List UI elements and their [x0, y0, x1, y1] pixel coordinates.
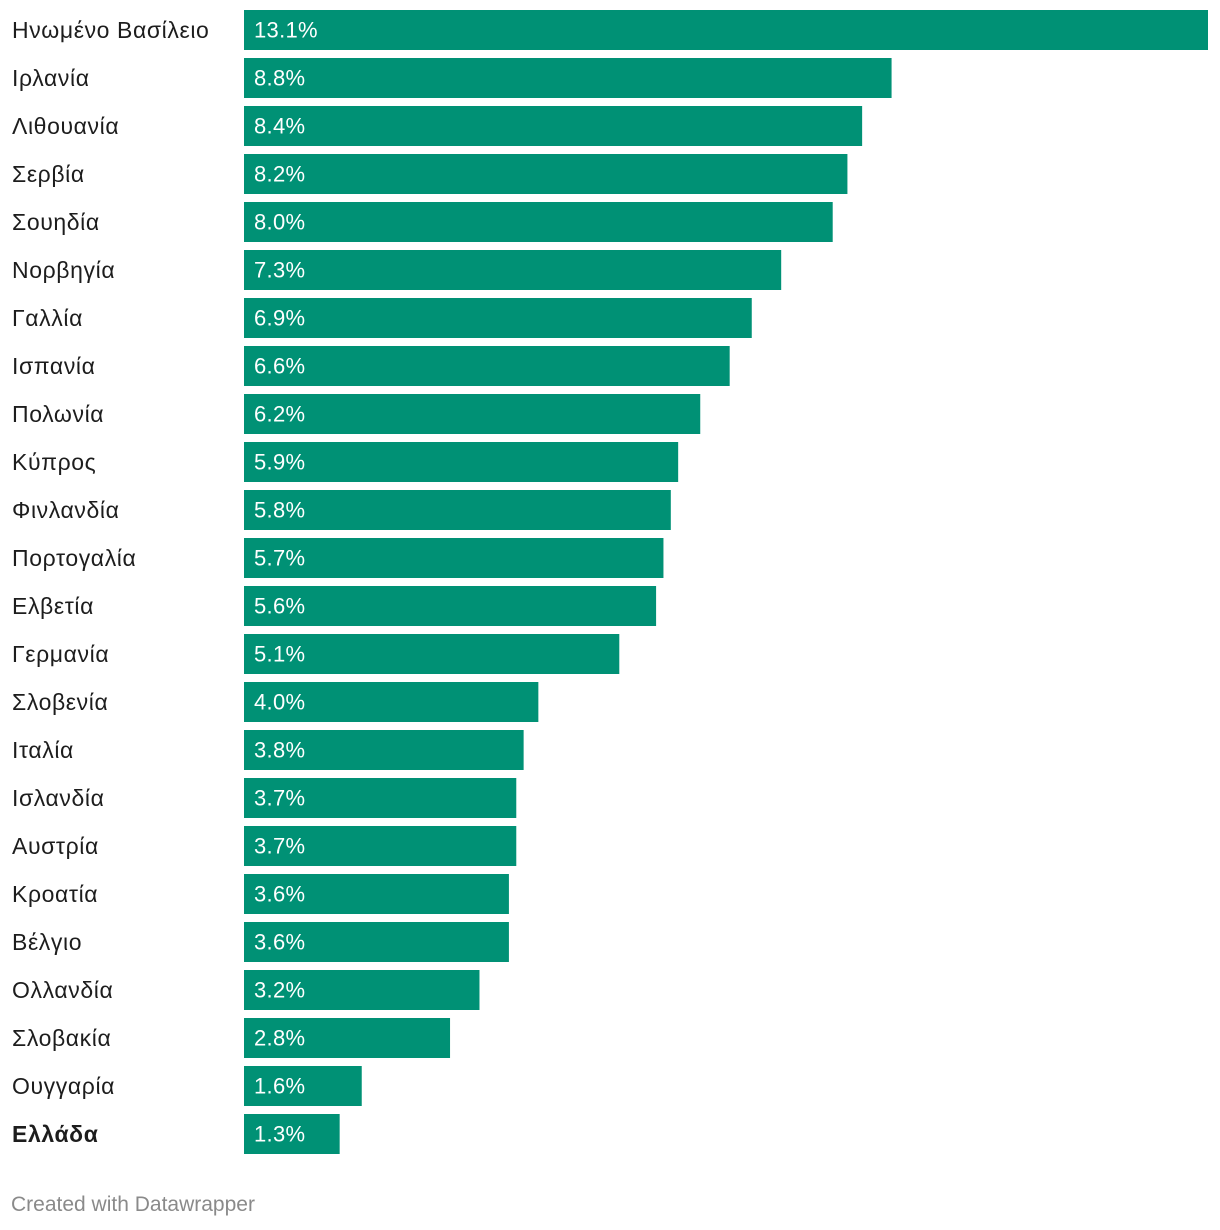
- bar-row: Ισλανδία 3.7%: [12, 778, 517, 818]
- bar: [244, 346, 730, 386]
- category-label: Ελλάδα: [12, 1121, 98, 1147]
- value-label: 5.6%: [254, 594, 305, 619]
- bar-row: Σλοβακία 2.8%: [12, 1018, 451, 1058]
- bar-row: Ηνωμένο Βασίλειο 13.1%: [12, 10, 1208, 50]
- category-label: Λιθουανία: [12, 113, 119, 139]
- bar: [244, 106, 863, 146]
- bar: [244, 922, 509, 962]
- value-label: 4.0%: [254, 690, 305, 715]
- value-label: 2.8%: [254, 1026, 305, 1051]
- bar: [244, 778, 517, 818]
- value-label: 5.9%: [254, 450, 305, 475]
- bar-row: Λιθουανία 8.4%: [12, 106, 863, 146]
- bar-row: Σουηδία 8.0%: [12, 202, 833, 242]
- category-label: Ηνωμένο Βασίλειο: [12, 17, 209, 43]
- value-label: 1.6%: [254, 1074, 305, 1099]
- value-label: 1.3%: [254, 1122, 305, 1147]
- category-label: Ολλανδία: [12, 977, 113, 1003]
- category-label: Γαλλία: [12, 305, 83, 331]
- bar: [244, 58, 892, 98]
- bar-row: Ιρλανία 8.8%: [12, 58, 892, 98]
- bar: [244, 586, 657, 626]
- value-label: 8.4%: [254, 114, 305, 139]
- value-label: 3.7%: [254, 786, 305, 811]
- bar: [244, 682, 539, 722]
- bar-row: Ελβετία 5.6%: [12, 586, 657, 626]
- category-label: Βέλγιο: [12, 929, 82, 955]
- value-label: 6.6%: [254, 354, 305, 379]
- category-label: Κροατία: [12, 881, 98, 907]
- bar-row: Ελλάδα 1.3%: [12, 1114, 340, 1154]
- value-label: 3.6%: [254, 930, 305, 955]
- value-label: 6.9%: [254, 306, 305, 331]
- category-label: Ουγγαρία: [12, 1073, 115, 1099]
- bar: [244, 874, 509, 914]
- bar-row: Αυστρία 3.7%: [12, 826, 517, 866]
- bar: [244, 826, 517, 866]
- category-label: Σερβία: [12, 161, 85, 187]
- value-label: 3.8%: [254, 738, 305, 763]
- category-label: Πορτογαλία: [12, 545, 136, 571]
- value-label: 8.8%: [254, 66, 305, 91]
- bar: [244, 298, 752, 338]
- value-label: 13.1%: [254, 18, 318, 43]
- bar: [244, 538, 664, 578]
- bar-row: Ισπανία 6.6%: [12, 346, 730, 386]
- category-label: Ελβετία: [12, 593, 94, 619]
- value-label: 3.6%: [254, 882, 305, 907]
- value-label: 3.7%: [254, 834, 305, 859]
- bar: [244, 1066, 362, 1106]
- value-label: 7.3%: [254, 258, 305, 283]
- bar-row: Κροατία 3.6%: [12, 874, 509, 914]
- category-label: Σλοβακία: [12, 1025, 111, 1051]
- category-label: Ιταλία: [12, 737, 74, 763]
- category-label: Ισπανία: [12, 353, 96, 379]
- category-label: Κύπρος: [12, 449, 96, 475]
- bar: [244, 10, 1208, 50]
- bar: [244, 1018, 451, 1058]
- bar: [244, 634, 620, 674]
- bar-row: Ολλανδία 3.2%: [12, 970, 480, 1010]
- credit-text: Created with Datawrapper: [11, 1193, 255, 1216]
- category-label: Νορβηγία: [12, 257, 115, 283]
- bar-row: Πολωνία 6.2%: [12, 394, 701, 434]
- bar-row: Νορβηγία 7.3%: [12, 250, 782, 290]
- category-label: Γερμανία: [12, 641, 109, 667]
- bar-row: Σερβία 8.2%: [12, 154, 848, 194]
- value-label: 3.2%: [254, 978, 305, 1003]
- bar: [244, 1114, 340, 1154]
- bar-row: Σλοβενία 4.0%: [12, 682, 539, 722]
- bar-row: Φινλανδία 5.8%: [12, 490, 671, 530]
- category-label: Σλοβενία: [12, 689, 108, 715]
- bar-row: Γερμανία 5.1%: [12, 634, 620, 674]
- bar: [244, 970, 480, 1010]
- value-label: 8.0%: [254, 210, 305, 235]
- bar: [244, 442, 679, 482]
- value-label: 8.2%: [254, 162, 305, 187]
- value-label: 5.8%: [254, 498, 305, 523]
- bar-row: Ιταλία 3.8%: [12, 730, 524, 770]
- bar: [244, 202, 833, 242]
- category-label: Ιρλανία: [12, 65, 90, 91]
- bar-row: Βέλγιο 3.6%: [12, 922, 509, 962]
- value-label: 5.1%: [254, 642, 305, 667]
- bar-row: Γαλλία 6.9%: [12, 298, 752, 338]
- bar-row: Πορτογαλία 5.7%: [12, 538, 664, 578]
- bar-row: Ουγγαρία 1.6%: [12, 1066, 362, 1106]
- value-label: 6.2%: [254, 402, 305, 427]
- bar-row: Κύπρος 5.9%: [12, 442, 679, 482]
- bar: [244, 394, 701, 434]
- category-label: Πολωνία: [12, 401, 104, 427]
- bar: [244, 730, 524, 770]
- bar: [244, 154, 848, 194]
- bar: [244, 490, 671, 530]
- category-label: Σουηδία: [12, 209, 100, 235]
- value-label: 5.7%: [254, 546, 305, 571]
- category-label: Φινλανδία: [12, 497, 120, 523]
- category-label: Αυστρία: [12, 833, 99, 859]
- bar: [244, 250, 782, 290]
- category-label: Ισλανδία: [12, 785, 105, 811]
